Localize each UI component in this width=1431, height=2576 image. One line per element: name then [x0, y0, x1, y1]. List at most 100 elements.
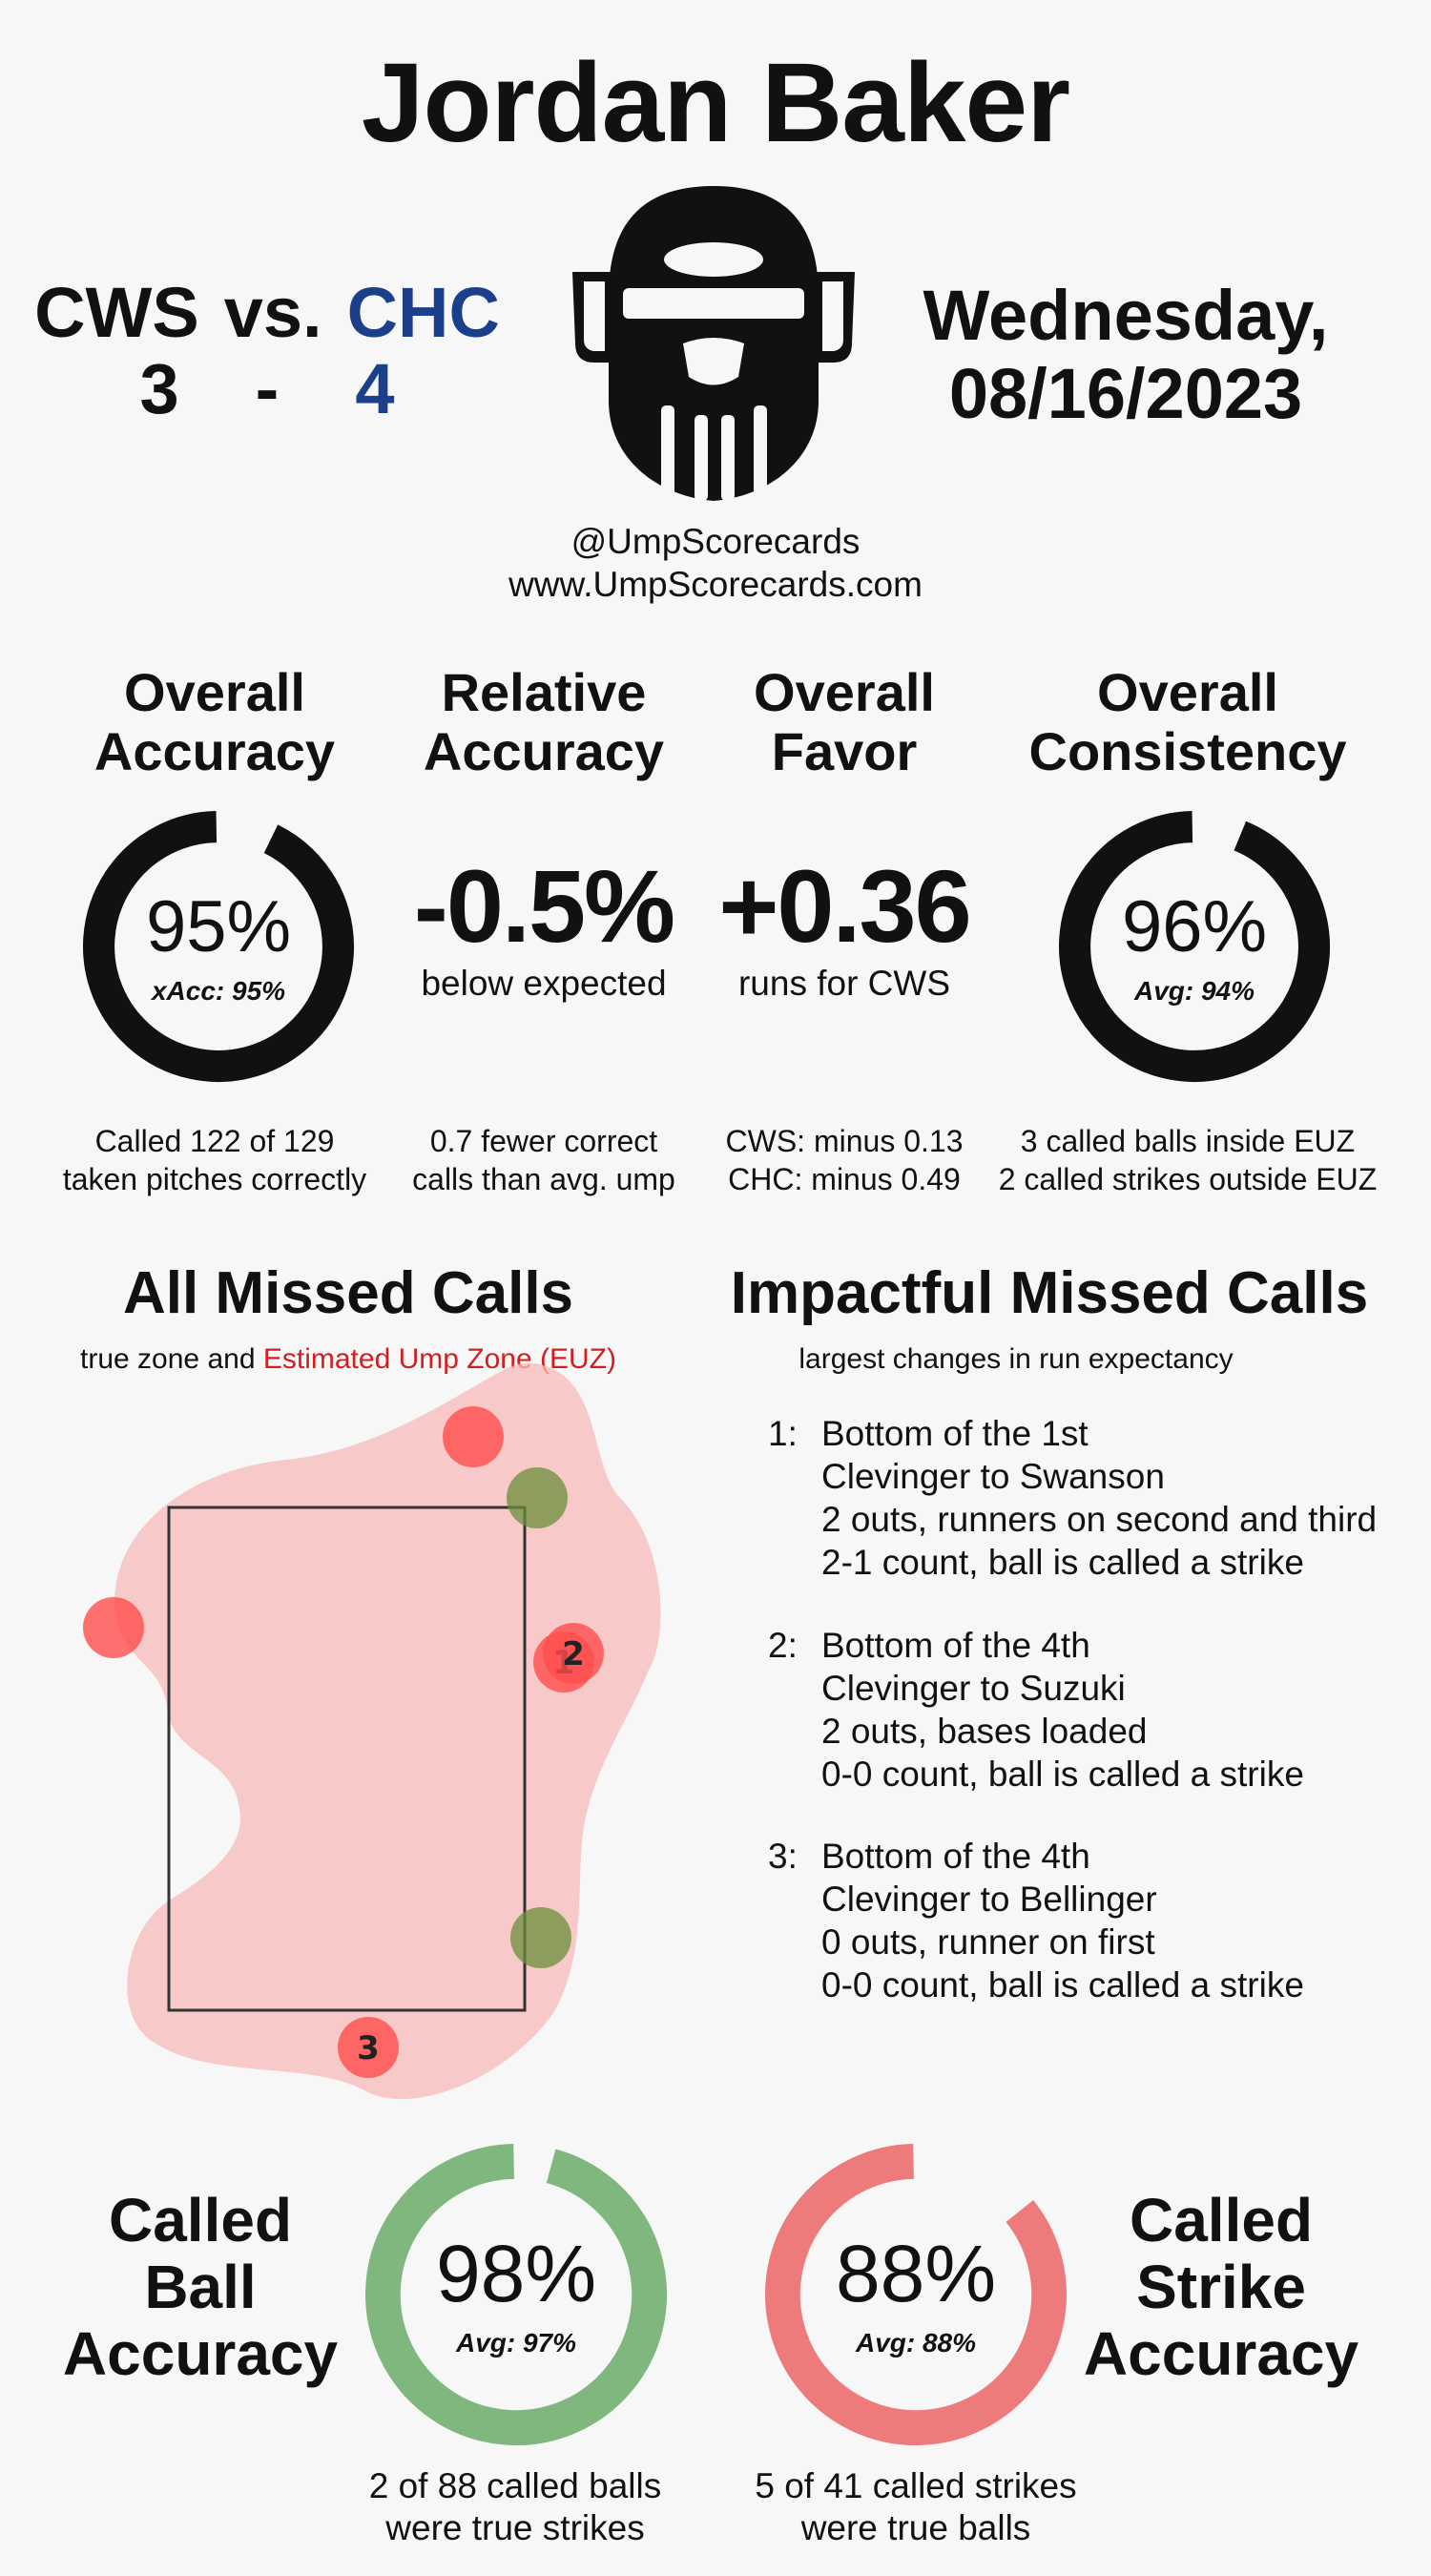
euz-legend: Estimated Ump Zone (EUZ) — [262, 1343, 616, 1375]
foot-line: CWS: minus 0.13 — [725, 1124, 964, 1158]
foot-line: 0.7 fewer correct — [429, 1124, 658, 1158]
ring-progress — [765, 2144, 1067, 2445]
ring-arc — [83, 811, 354, 1082]
called-ball-avg: Avg: 97% — [455, 2328, 577, 2358]
xacc-value: xAcc: 95% — [151, 976, 286, 1006]
overall-favor-title: Overall Favor — [701, 663, 987, 781]
euz-region — [114, 1362, 661, 2100]
relative-accuracy-sub: below expected — [421, 964, 667, 1003]
title-line: Overall — [124, 662, 305, 722]
score-dash: - — [255, 349, 280, 428]
title-line: Called — [1129, 2186, 1314, 2254]
title-line: Overall — [754, 662, 935, 722]
title-line: Favor — [771, 721, 918, 781]
foot-line: were true strikes — [385, 2508, 645, 2547]
foot-line: were true balls — [800, 2508, 1031, 2547]
relative-accuracy-title: Relative Accuracy — [396, 663, 692, 781]
call-inning: Bottom of the 4th — [821, 1837, 1090, 1876]
foot-line: Called 122 of 129 — [94, 1124, 335, 1158]
call-matchup: Clevinger to Suzuki — [821, 1669, 1126, 1708]
overall-accuracy-title: Overall Accuracy — [19, 663, 410, 781]
title-line: Accuracy — [1083, 2319, 1359, 2388]
pitch-marker-called-ball — [507, 1467, 568, 1528]
relative-accuracy-panel: Relative Accuracy -0.5% below expected — [396, 663, 692, 1004]
title-line: Relative — [441, 662, 647, 722]
all-missed-calls-subtitle: true zone and Estimated Ump Zone (EUZ) — [19, 1343, 677, 1376]
called-ball-value: 98% — [435, 2229, 597, 2318]
overall-consistency-ring: 96% Avg: 94% — [1057, 809, 1332, 1084]
call-number: 1: — [768, 1414, 798, 1453]
overall-favor-sub: runs for CWS — [737, 964, 951, 1003]
ring-progress — [83, 811, 354, 1082]
pitch-marker-called-strike — [543, 1623, 604, 1684]
call-number: 2: — [768, 1626, 798, 1665]
umpire-mask-icon — [572, 186, 855, 501]
subtitle-prefix: true zone and — [80, 1343, 256, 1375]
call-inning: Bottom of the 4th — [821, 1626, 1090, 1665]
away-team: CWS — [34, 273, 199, 352]
title-line: Consistency — [1028, 721, 1347, 781]
foot-line: taken pitches correctly — [62, 1162, 367, 1196]
pitch-label: 2 — [562, 1635, 585, 1673]
called-ball-ring: 98% Avg: 97% — [363, 2142, 669, 2447]
foot-line: 5 of 41 called strikes — [755, 2466, 1077, 2505]
ring-arc — [765, 2144, 1067, 2445]
overall-consistency-panel: Overall Consistency — [983, 663, 1393, 781]
title-line: Accuracy — [93, 721, 336, 781]
umpire-name: Jordan Baker — [361, 40, 1070, 166]
overall-favor-footnote: CWS: minus 0.13 CHC: minus 0.49 — [701, 1122, 987, 1198]
title-line: Called — [108, 2186, 293, 2254]
overall-accuracy-value: 95% — [145, 886, 292, 967]
called-ball-footnote: 2 of 88 called balls were true strikes — [324, 2465, 706, 2549]
call-situation: 2 outs, bases loaded — [821, 1712, 1148, 1751]
foot-line: 2 of 88 called balls — [368, 2466, 662, 2505]
pitch-marker-called-strike — [338, 2017, 399, 2078]
call-situation: 2 outs, runners on second and third — [821, 1500, 1378, 1539]
title-line: Strike — [1136, 2253, 1306, 2321]
relative-accuracy-value: -0.5% — [413, 848, 675, 964]
ring-progress — [365, 2144, 667, 2445]
website-link[interactable]: www.UmpScorecards.com — [508, 565, 923, 604]
impactful-subtitle: largest changes in run expectancy — [798, 1343, 1234, 1375]
ring-arc — [1059, 811, 1330, 1082]
call-count: 0-0 count, ball is called a strike — [821, 1755, 1304, 1794]
overall-favor-value: +0.36 — [718, 848, 971, 964]
pitch-label: 3 — [357, 2029, 380, 2067]
foot-line: 3 called balls inside EUZ — [1020, 1124, 1356, 1158]
call-count: 2-1 count, ball is called a strike — [821, 1543, 1304, 1582]
overall-accuracy-ring: 95% xAcc: 95% — [81, 809, 356, 1084]
overall-consistency-footnote: 3 called balls inside EUZ 2 called strik… — [973, 1122, 1402, 1198]
ring-arc — [365, 2144, 667, 2445]
home-team: CHC — [346, 273, 500, 352]
call-situation: 0 outs, runner on first — [821, 1922, 1155, 1962]
date-value: 08/16/2023 — [948, 354, 1303, 433]
relative-accuracy-footnote: 0.7 fewer correct calls than avg. ump — [396, 1122, 692, 1198]
call-number: 3: — [768, 1837, 798, 1876]
called-strike-accuracy-title: Called Strike Accuracy — [1059, 2187, 1383, 2387]
title-line: Accuracy — [423, 721, 665, 781]
all-missed-calls-title: All Missed Calls — [122, 1260, 574, 1326]
ring-progress — [1059, 811, 1330, 1082]
vs-label: vs. — [223, 273, 322, 352]
called-strike-ring: 88% Avg: 88% — [763, 2142, 1068, 2447]
game-date: Wednesday, 08/16/2023 — [878, 277, 1374, 433]
pitch-marker-called-ball — [510, 1907, 571, 1968]
twitter-handle: @UmpScorecards — [570, 522, 861, 561]
impactful-missed-calls-title: Impactful Missed Calls — [730, 1260, 1369, 1326]
scoreboard: CWS vs. CHC 3 - 4 — [19, 272, 515, 428]
date-weekday: Wednesday, — [923, 276, 1329, 355]
called-strike-avg: Avg: 88% — [855, 2328, 977, 2358]
called-strike-footnote: 5 of 41 called strikes were true balls — [716, 2465, 1116, 2549]
foot-line: 2 called strikes outside EUZ — [998, 1162, 1378, 1196]
call-inning: Bottom of the 1st — [821, 1414, 1089, 1453]
pitch-marker-called-strike — [443, 1406, 504, 1467]
foot-line: CHC: minus 0.49 — [728, 1162, 961, 1196]
call-matchup: Clevinger to Swanson — [821, 1457, 1165, 1496]
overall-accuracy-footnote: Called 122 of 129 taken pitches correctl… — [19, 1122, 410, 1198]
overall-consistency-title: Overall Consistency — [983, 663, 1393, 781]
title-line: Accuracy — [62, 2319, 339, 2388]
title-line: Ball — [144, 2253, 257, 2321]
pitch-markers: 123 — [83, 1406, 604, 2078]
missed-calls-plot: 123 — [83, 1362, 661, 2100]
foot-line: calls than avg. ump — [412, 1162, 675, 1196]
